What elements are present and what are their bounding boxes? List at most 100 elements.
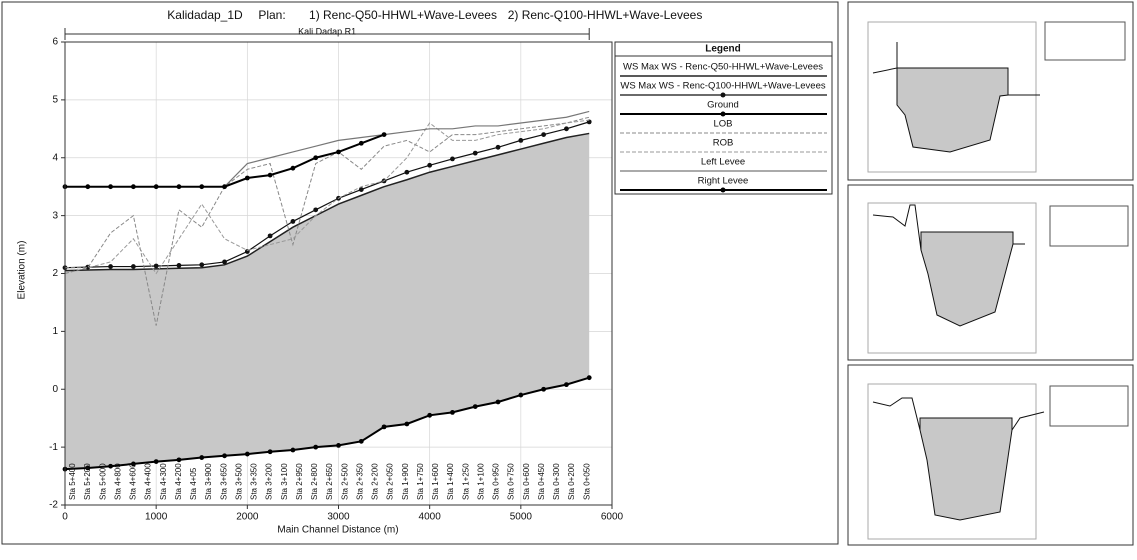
plot-frame [64, 41, 613, 506]
station-label: Sta 2+200 [371, 463, 380, 500]
series-marker [176, 457, 182, 463]
y-tick-label: 4 [52, 152, 58, 163]
series-marker [450, 410, 455, 415]
chart-title: Kalidadap_1D [167, 8, 243, 22]
series-marker [199, 455, 205, 460]
thumbnail-ground [872, 204, 922, 251]
legend-label: WS Max WS - Renc-Q50-HHWL+Wave-Levees [623, 62, 823, 73]
x-tick-label: 3000 [327, 512, 350, 523]
station-label: Sta 4+05 [189, 467, 198, 500]
thumbnail-plot [867, 202, 1037, 354]
station-label: Sta 3+500 [234, 463, 243, 500]
series-marker [108, 463, 113, 469]
series-marker [244, 175, 250, 181]
series-marker [108, 184, 113, 190]
legend-marker [720, 111, 726, 117]
legend-label: Right Levee [698, 176, 749, 187]
thumbnail [847, 364, 1134, 546]
station-label: Sta 4+600 [129, 463, 138, 500]
y-axis-label: Elevation (m) [17, 241, 28, 300]
x-axis-label: Main Channel Distance (m) [277, 525, 398, 536]
thumbnail-ground [872, 42, 898, 105]
thumbnail-ground [872, 397, 921, 431]
station-label: Sta 5+200 [83, 463, 92, 500]
series-marker [267, 449, 273, 455]
station-label: Sta 1+250 [461, 463, 470, 500]
plan-name: 2) Renc-Q100-HHWL+Wave-Levees [508, 8, 703, 22]
station-label: Sta 0+300 [552, 463, 561, 500]
plan-name: 1) Renc-Q50-HHWL+Wave-Levees [309, 8, 497, 22]
series-marker [358, 187, 364, 192]
series-marker [130, 264, 136, 269]
station-label: Sta 2+800 [310, 463, 319, 500]
series-marker [85, 465, 91, 471]
station-label: Sta 4+300 [159, 463, 168, 500]
series-marker [472, 404, 478, 410]
series-line [224, 110, 590, 188]
series-marker [267, 172, 273, 178]
x-tick-label: 5000 [510, 512, 533, 523]
station-label: Sta 4+800 [113, 463, 122, 500]
plan-label: Plan: [258, 8, 285, 22]
series-marker [290, 219, 296, 224]
series-marker [381, 132, 387, 138]
series-marker [404, 421, 410, 427]
series-marker [427, 412, 433, 418]
series-line [64, 121, 590, 269]
thumbnail-legend [1044, 21, 1126, 61]
series-marker [290, 165, 296, 171]
legend-label: WS Max WS - Renc-Q100-HHWL+Wave-Levees [620, 81, 826, 92]
thumbnail-plot [867, 383, 1037, 540]
station-label: Sta 0+050 [582, 463, 591, 500]
station-label: Sta 2+950 [295, 463, 304, 500]
legend-box [614, 41, 833, 195]
y-tick-label: 1 [52, 326, 58, 337]
series-marker [336, 149, 341, 155]
series-line [64, 132, 590, 272]
series-marker [176, 262, 182, 268]
legend: Legend WS Max WS - Renc-Q50-HHWL+Wave-Le… [614, 41, 833, 195]
series-marker [495, 399, 501, 405]
series-marker [541, 386, 547, 392]
series-marker [290, 447, 296, 453]
series-marker [404, 169, 410, 175]
station-label: Sta 1+900 [401, 463, 410, 500]
series-marker [222, 453, 227, 459]
series-marker [564, 382, 569, 388]
water-fill [65, 133, 590, 470]
y-tick-label: 0 [52, 384, 58, 395]
x-tick-label: 6000 [601, 512, 624, 523]
series-marker [358, 140, 364, 146]
series-marker [450, 156, 455, 162]
station-label: Sta 4+200 [174, 463, 183, 500]
y-tick-label: -1 [49, 442, 58, 453]
thumbnail-legend [1049, 205, 1129, 247]
series-marker [518, 392, 524, 398]
series-marker [153, 184, 159, 190]
series-marker [267, 233, 273, 239]
series-marker [541, 132, 547, 138]
legend-marker [720, 92, 726, 98]
y-tick-label: 5 [52, 95, 58, 106]
station-label: Sta 1+100 [476, 463, 485, 500]
series-marker [472, 150, 478, 156]
thumbnail-water [920, 231, 1014, 327]
series-marker [313, 444, 319, 450]
series-marker [153, 459, 159, 464]
station-label: Sta 0+600 [522, 463, 531, 500]
station-label: Sta 1+600 [431, 463, 440, 500]
station-label: Sta 3+100 [280, 463, 289, 500]
series-marker [222, 259, 227, 265]
y-tick-label: 3 [52, 210, 58, 221]
series-marker [495, 144, 501, 150]
series-marker [108, 264, 113, 269]
station-label: Sta 3+900 [204, 463, 213, 500]
series-marker [153, 263, 159, 269]
station-label: Sta 1+400 [446, 463, 455, 500]
legend-label: Ground [707, 100, 739, 111]
station-label: Sta 2+650 [325, 463, 334, 500]
legend-label: ROB [713, 138, 734, 149]
legend-title: Legend [705, 44, 741, 55]
series-marker [427, 162, 433, 168]
station-label: Sta 2+500 [340, 463, 349, 500]
